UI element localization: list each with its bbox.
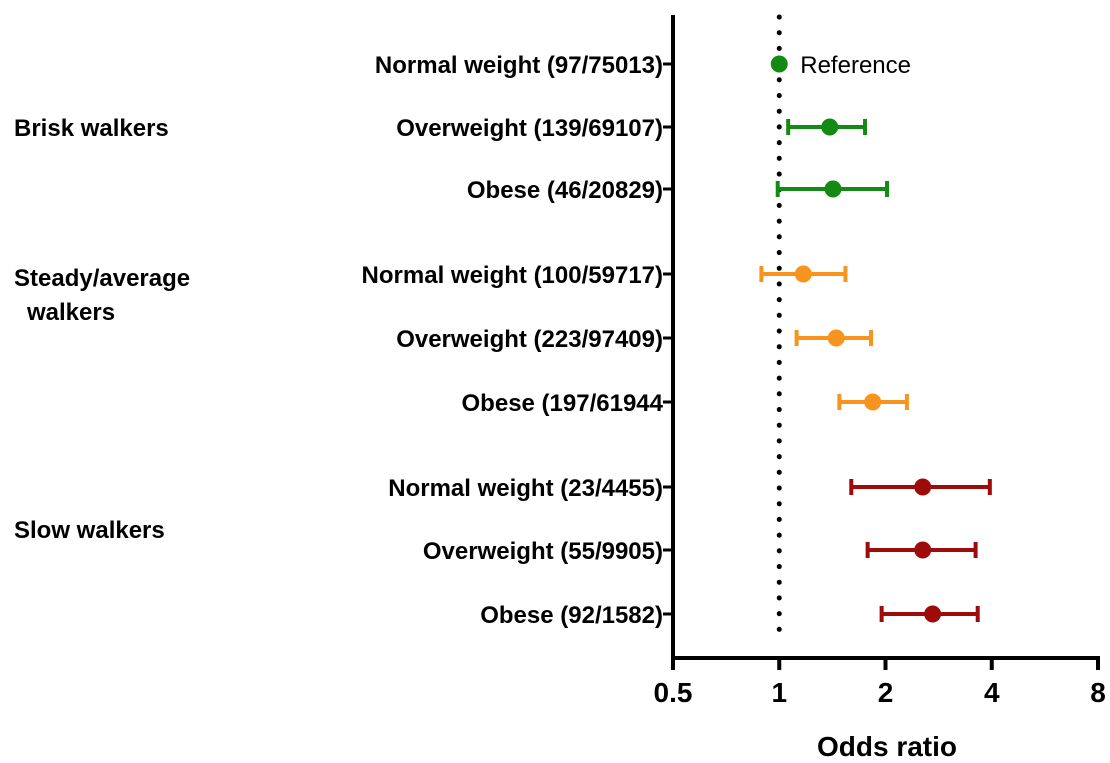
forest-row: Obese (46/20829) <box>467 177 890 204</box>
row-label: Obese (92/1582) <box>480 602 663 629</box>
group-label: Slow walkers <box>14 517 165 544</box>
row-label: Normal weight (23/4455) <box>388 475 663 502</box>
x-tick-label: 4 <box>984 677 1000 708</box>
row-label: Obese (46/20829) <box>467 177 663 204</box>
group-label-line: walkers <box>26 299 115 326</box>
x-tick-label: 2 <box>878 677 894 708</box>
point-estimate <box>914 541 932 559</box>
point-estimate <box>824 180 842 198</box>
row-label: Normal weight (97/75013) <box>375 52 663 79</box>
x-tick-label: 1 <box>771 677 787 708</box>
x-axis-title: Odds ratio <box>817 731 957 762</box>
point-estimate <box>924 605 942 623</box>
forest-row: Overweight (55/9905) <box>423 538 978 565</box>
x-tick-label: 8 <box>1090 677 1106 708</box>
row-label: Overweight (223/97409) <box>396 326 663 353</box>
group-label: Steady/average walkers <box>14 265 190 326</box>
row-label: Obese (197/61944 <box>462 390 664 417</box>
point-estimate <box>864 393 882 411</box>
reference-annotation: Reference <box>800 52 911 79</box>
row-label: Overweight (139/69107) <box>396 115 663 142</box>
forest-row: Overweight (223/97409) <box>396 326 874 353</box>
group-labels: Brisk walkers Steady/average walkers Slow w… <box>14 115 190 544</box>
point-estimate <box>914 478 932 496</box>
forest-row: Normal weight (97/75013) Reference <box>375 52 911 79</box>
point-estimate <box>794 265 812 283</box>
forest-row: Normal weight (100/59717) <box>362 262 848 289</box>
forest-row: Obese (92/1582) <box>480 602 980 629</box>
forest-row: Overweight (139/69107) <box>396 115 868 142</box>
group-label-line: Steady/average <box>14 265 190 292</box>
row-label: Overweight (55/9905) <box>423 538 663 565</box>
x-axis: 0.5 1 2 4 8 <box>654 15 1106 708</box>
forest-row: Normal weight (23/4455) <box>388 475 992 502</box>
point-estimate <box>770 55 788 73</box>
point-estimate <box>821 118 839 136</box>
row-label: Normal weight (100/59717) <box>362 262 663 289</box>
group-label: Brisk walkers <box>14 115 169 142</box>
point-estimate <box>827 329 845 347</box>
forest-row: Obese (197/61944 <box>462 390 909 417</box>
x-tick-label: 0.5 <box>654 677 693 708</box>
forest-rows: Normal weight (97/75013) Reference Overwei… <box>362 52 992 629</box>
